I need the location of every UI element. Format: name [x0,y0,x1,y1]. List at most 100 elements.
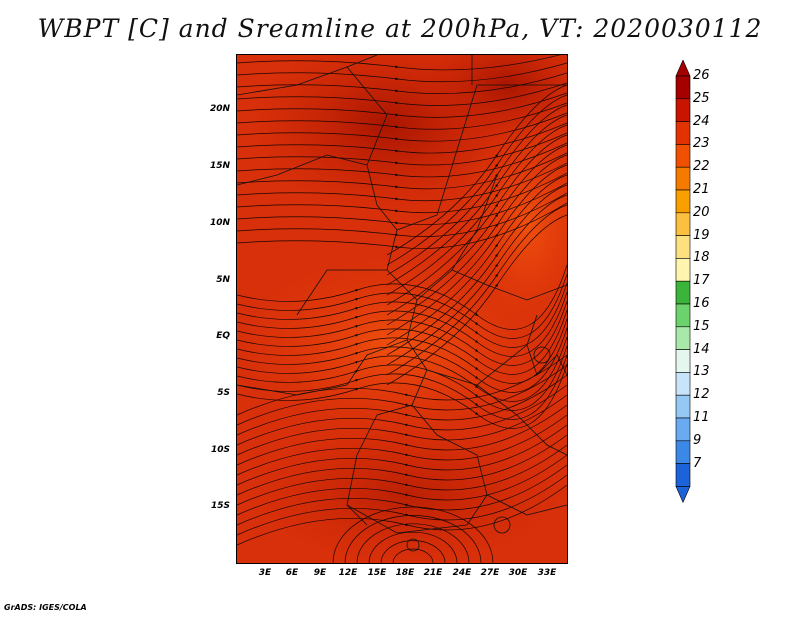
streamline [386,84,567,256]
streamline [237,354,567,416]
streamline [237,102,567,130]
colorbar-swatch [675,394,691,419]
colorbar-label: 14 [693,341,710,357]
streamline [237,345,567,411]
streamline [237,172,567,214]
colorbar-label: 22 [693,159,710,175]
colorbar-label: 18 [693,250,710,266]
colorbar-swatch [675,212,691,236]
colorbar-label: 7 [693,455,702,471]
colorbar-swatch [675,166,691,191]
colorbar-label: 19 [693,227,710,243]
streamline [237,309,567,375]
streamline [237,92,567,118]
colorbar-swatch [675,372,691,396]
colorbar-swatch [675,326,691,350]
y-tick-label: 5N [216,275,230,285]
y-tick-label: 15N [209,161,230,171]
colorbar-swatch [675,75,691,100]
colorbar-label: 21 [693,182,710,197]
streamline [386,134,567,306]
streamline [237,374,567,436]
colorbar-swatch [675,280,691,305]
streamline [237,282,567,348]
streamline [380,540,446,563]
streamline [392,548,434,563]
colorbar-label: 24 [693,113,710,129]
streamline [237,404,567,466]
y-tick-label: 5S [217,388,230,398]
streamline [237,363,567,429]
colorbar-label: 25 [693,90,710,106]
x-tick-label: 30E [508,568,528,578]
colorbar-label: 9 [693,432,702,448]
x-tick-label: 18E [395,568,415,578]
streamline [237,394,567,456]
x-tick-label: 15E [367,568,387,578]
x-tick-label: 3E [258,568,272,578]
colorbar-swatch [675,144,691,168]
colorbar-top-arrow [675,60,691,77]
colorbar-label: 16 [693,296,710,311]
streamline [237,291,567,357]
streamline [386,94,567,266]
colorbar-swatch [675,417,691,442]
streamline [356,523,470,563]
country-borders [237,55,567,552]
streamline [237,434,567,496]
colorbar-swatch [675,121,691,145]
streamline [237,55,561,71]
colorbar-bottom-arrow [675,486,691,504]
streamline [237,414,567,476]
streamline [237,142,567,178]
colorbar-swatch [675,303,691,328]
light-region-east [457,115,567,335]
streamline [368,531,458,563]
streamline [237,424,567,486]
y-tick-label: 10S [210,445,230,455]
colorbar-swatch [675,349,691,373]
streamline [386,124,567,296]
y-tick-label: 10N [209,218,230,228]
streamline [237,354,567,420]
streamline [386,114,567,286]
streamline [237,132,567,166]
streamline [237,384,567,446]
x-tick-label: 33E [537,568,557,578]
y-tick-label: 20N [209,104,230,114]
streamline [237,162,567,202]
colorbar-swatch [675,189,691,214]
y-tick-label: 15S [210,501,230,511]
colorbar-label: 17 [693,273,710,289]
map-panel [236,54,568,564]
colorbar-label: 26 [693,68,710,83]
streamline [237,454,567,516]
y-tick-label: EQ [216,331,230,341]
streamline [237,122,567,154]
streamline [237,273,567,339]
colorbar-label: 20 [693,204,710,220]
streamline [237,364,567,426]
streamlines [237,55,567,563]
streamline [237,202,567,249]
x-tick-label: 12E [338,568,358,578]
x-tick-label: 27E [480,568,500,578]
colorbar-swatch [675,463,691,487]
x-tick-label: 9E [313,568,327,578]
colorbar-label: 15 [693,318,710,334]
streamline [237,327,567,393]
x-tick-label: 6E [285,568,299,578]
chart-title: WBPT [C] and Sreamline at 200hPa, VT: 20… [37,14,763,43]
colorbar-swatch [675,235,691,259]
colorbar-label: 12 [693,387,710,403]
colorbar [675,60,691,504]
colorbar-swatch [675,98,691,122]
streamline [237,484,567,546]
streamline [332,506,494,563]
streamline [237,152,567,190]
streamline [237,336,567,402]
streamline [237,444,567,506]
colorbar-label: 11 [693,410,710,425]
streamline [237,72,567,94]
streamline [237,464,567,526]
